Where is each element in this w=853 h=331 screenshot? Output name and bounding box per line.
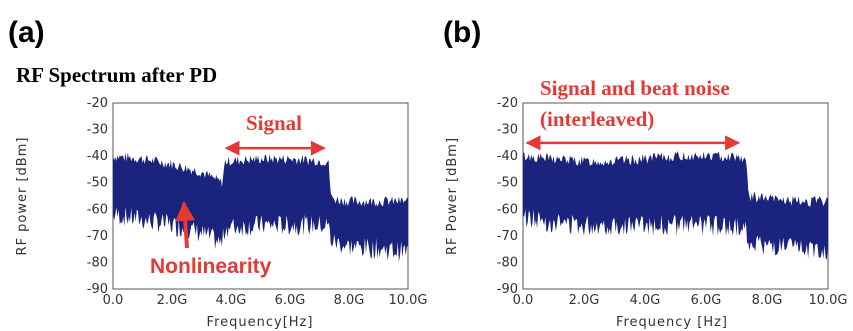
y-tick-label: -80 <box>87 255 108 270</box>
x-tick-label: 0.0 <box>513 293 534 308</box>
chart-b-spectrum-band <box>523 150 828 260</box>
x-tick-label: 8.0G <box>752 293 783 308</box>
chart-a-signal-label: Signal <box>246 111 302 135</box>
chart-a-y-ticks: -20 -30 -40 -50 -60 -70 -80 -90 <box>87 96 108 297</box>
chart-a-x-ticks: 0.0 2.0G 4.0G 6.0G 8.0G 10.0G <box>103 293 428 308</box>
y-tick-label: -90 <box>87 282 108 297</box>
y-tick-label: -70 <box>87 229 108 244</box>
y-tick-label: -60 <box>87 202 108 217</box>
x-tick-label: 2.0G <box>157 293 188 308</box>
chart-b-signal-beat-label: Signal and beat noise <box>540 76 730 100</box>
chart-b-x-ticks: 0.0 2.0G 4.0G 6.0G 8.0G 10.0G <box>513 293 848 308</box>
y-tick-label: -20 <box>87 96 108 111</box>
chart-b-y-ticks: -20 -30 -40 -50 -60 -70 -80 -90 <box>497 96 518 297</box>
chart-b-ylabel: RF Power [dBm] <box>445 137 460 255</box>
x-tick-label: 10.0G <box>808 293 847 308</box>
chart-a-nonlinearity-arrow <box>175 201 196 249</box>
y-tick-label: -50 <box>497 176 518 191</box>
x-tick-label: 8.0G <box>334 293 365 308</box>
y-tick-label: -30 <box>497 123 518 138</box>
y-tick-label: -30 <box>87 123 108 138</box>
y-tick-label: -20 <box>497 96 518 111</box>
y-tick-label: -60 <box>497 202 518 217</box>
x-tick-label: 2.0G <box>569 293 600 308</box>
x-tick-label: 0.0 <box>103 293 124 308</box>
x-tick-label: 4.0G <box>630 293 661 308</box>
y-tick-label: -80 <box>497 255 518 270</box>
x-tick-label: 10.0G <box>388 293 427 308</box>
chart-b-interleaved-label: (interleaved) <box>540 107 654 131</box>
x-tick-label: 6.0G <box>691 293 722 308</box>
panel-a-title: RF Spectrum after PD <box>16 63 217 87</box>
chart-a-nonlinearity-label: Nonlinearity <box>150 255 272 278</box>
panel-a-letter: (a) <box>8 16 45 49</box>
chart-b-xlabel: Frequency [Hz] <box>616 315 728 330</box>
chart-a: -20 -30 -40 -50 -60 -70 -80 -90 0.0 2.0G 4.0G 6.0G… <box>15 96 428 330</box>
y-tick-label: -40 <box>497 149 518 164</box>
y-tick-label: -70 <box>497 229 518 244</box>
chart-a-ylabel: RF power [dBm] <box>15 137 30 256</box>
panel-b-letter: (b) <box>443 16 481 49</box>
x-tick-label: 6.0G <box>275 293 306 308</box>
y-tick-label: -50 <box>87 176 108 191</box>
y-tick-label: -40 <box>87 149 108 164</box>
chart-a-xlabel: Frequency[Hz] <box>207 315 314 330</box>
y-tick-label: -90 <box>497 282 518 297</box>
chart-b: -20 -30 -40 -50 -60 -70 -80 -90 0.0 2.0G 4.0G 6.0G… <box>445 76 848 330</box>
x-tick-label: 4.0G <box>216 293 247 308</box>
